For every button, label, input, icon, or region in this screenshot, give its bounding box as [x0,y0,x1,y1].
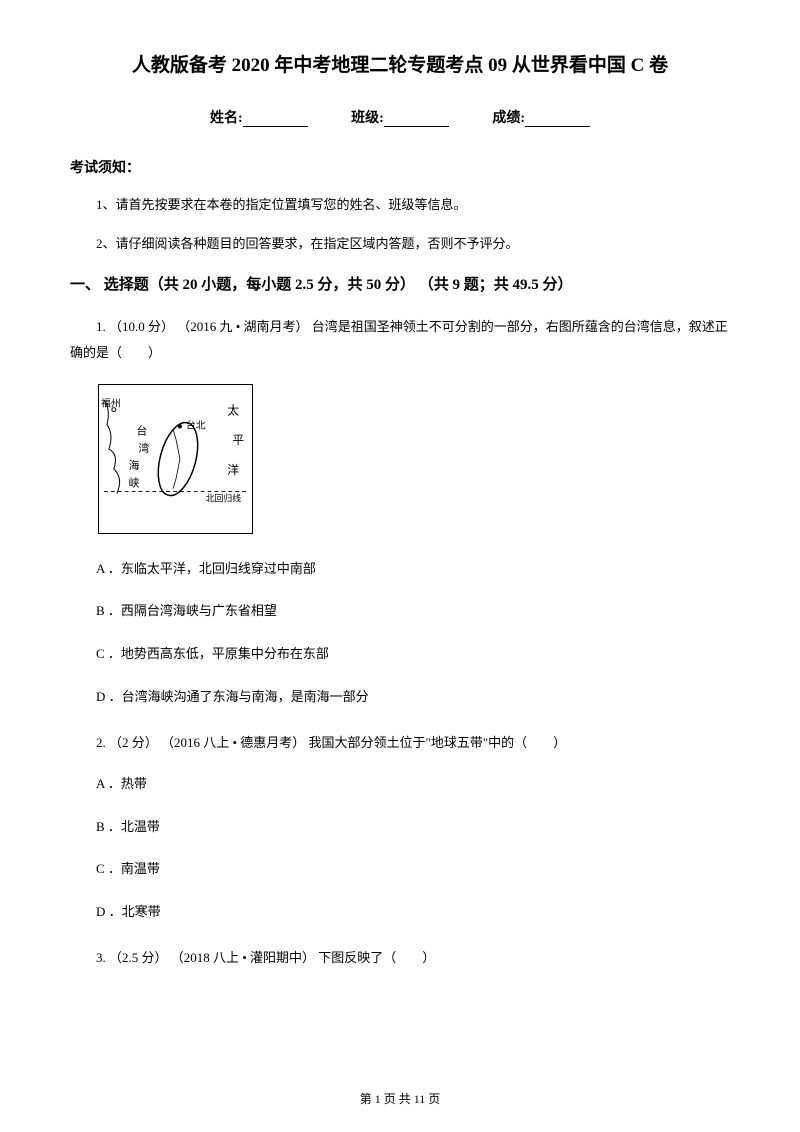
svg-text:海: 海 [129,457,140,471]
class-underline [384,113,449,127]
notice-item-2: 2、请仔细阅读各种题目的回答要求，在指定区域内答题，否则不予评分。 [70,234,730,255]
q2-option-d: D ．北寒带 [70,902,730,923]
notice-item-1: 1、请首先按要求在本卷的指定位置填写您的姓名、班级等信息。 [70,195,730,216]
name-label: 姓名: [210,111,243,126]
svg-text:平: 平 [232,433,244,447]
q2-option-c: C ．南温带 [70,859,730,880]
taiwan-map-svg: 福州 台北 台 湾 海 峡 太 平 洋 北回归线 [99,385,252,533]
map-image: 福州 台北 台 湾 海 峡 太 平 洋 北回归线 [98,384,253,534]
form-line: 姓名: 班级: 成绩: [70,107,730,127]
svg-text:台北: 台北 [186,418,206,431]
svg-text:湾: 湾 [139,441,150,455]
part-header: 一、 选择题（共 20 小题，每小题 2.5 分，共 50 分） （共 9 题；… [70,273,730,294]
q1-option-c: C ．地势西高东低，平原集中分布在东部 [70,644,730,665]
question-1-stem: 1. （10.0 分） （2016 九 • 湖南月考） 台湾是祖国圣神领土不可分… [70,314,730,366]
q2-option-a: A ．热带 [70,774,730,795]
page-footer: 第 1 页 共 11 页 [0,1090,800,1107]
score-label: 成绩: [492,111,525,126]
svg-text:洋: 洋 [227,462,239,476]
svg-text:福州: 福州 [101,396,121,409]
notice-header: 考试须知： [70,157,730,177]
svg-text:北回归线: 北回归线 [206,492,242,503]
svg-text:台: 台 [137,423,148,437]
q1-option-b: B ．西隔台湾海峡与广东省相望 [70,601,730,622]
svg-text:峡: 峡 [129,475,140,489]
question-3-stem: 3. （2.5 分） （2018 八上 • 灌阳期中） 下图反映了（ ） [70,945,730,971]
svg-text:太: 太 [227,403,239,417]
class-label: 班级: [351,111,384,126]
q1-option-a: A ．东临太平洋，北回归线穿过中南部 [70,559,730,580]
q2-option-b: B ．北温带 [70,817,730,838]
page-title: 人教版备考 2020 年中考地理二轮专题考点 09 从世界看中国 C 卷 [70,50,730,77]
q1-option-d: D ．台湾海峡沟通了东海与南海，是南海一部分 [70,687,730,708]
question-2-stem: 2. （2 分） （2016 八上 • 德惠月考） 我国大部分领土位于"地球五带… [70,730,730,756]
score-underline [525,113,590,127]
name-underline [243,113,308,127]
